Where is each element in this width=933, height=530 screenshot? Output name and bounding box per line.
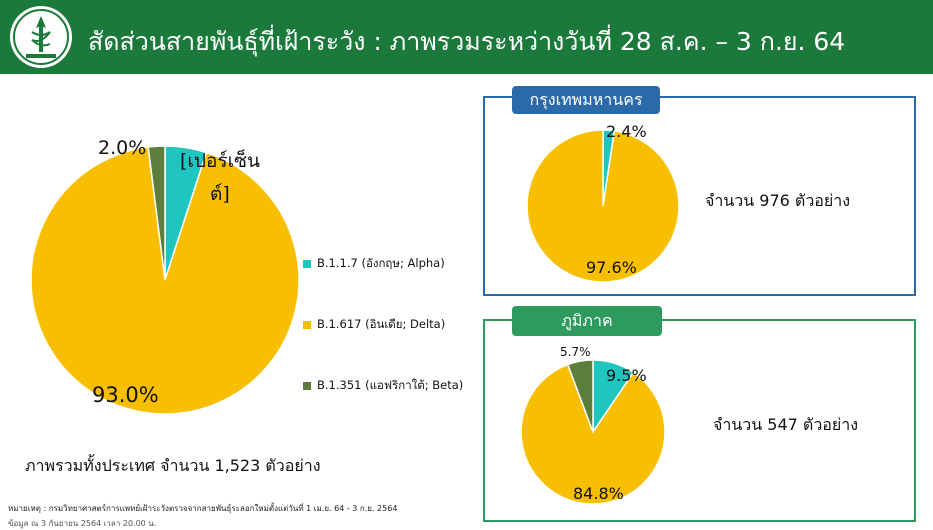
- main-pie-label-delta: 93.0%: [92, 383, 159, 407]
- regional-pie-label-beta: 5.7%: [560, 345, 591, 359]
- national-pie-slice-1: [30, 146, 300, 415]
- legend-label-beta: B.1.351 (แอฟริกาใต้; Beta): [317, 378, 464, 392]
- legend-swatch-beta: [303, 381, 311, 390]
- regional-pie-label-alpha: 9.5%: [606, 366, 647, 385]
- regional-panel: [483, 319, 916, 522]
- main-unit-label-line1: [เปอร์เซ็น: [180, 150, 260, 172]
- legend-swatch-alpha: [303, 259, 311, 268]
- department-logo: [10, 6, 72, 68]
- national-pie-slice-2: [147, 145, 166, 281]
- regional-count-label: จำนวน 547 ตัวอย่าง: [713, 415, 859, 434]
- national-pie-chart: [30, 145, 300, 415]
- legend-item-beta: B.1.351 (แอฟริกาใต้; Beta): [303, 377, 463, 395]
- footnote-line1: หมายเหตุ : กรมวิทยาศาสตร์การแพทย์เฝ้าระว…: [8, 504, 398, 513]
- legend-item-delta: B.1.617 (อินเดีย; Delta): [303, 316, 445, 334]
- bangkok-pie-label-delta: 97.6%: [586, 258, 637, 277]
- regional-pie-label-delta: 84.8%: [573, 484, 624, 503]
- bangkok-pie-label-alpha: 2.4%: [606, 122, 647, 141]
- footnote-line2: ข้อมูล ณ 3 กันยายน 2564 เวลา 20.00 น.: [8, 519, 157, 528]
- bangkok-count-label: จำนวน 976 ตัวอย่าง: [705, 191, 851, 210]
- legend-label-alpha: B.1.1.7 (อังกฤษ; Alpha): [317, 256, 445, 270]
- main-pie-label-beta: 2.0%: [98, 137, 147, 159]
- page-title: สัดส่วนสายพันธุ์ที่เฝ้าระวัง : ภาพรวมระห…: [88, 27, 846, 56]
- header-bar: สัดส่วนสายพันธุ์ที่เฝ้าระวัง : ภาพรวมระห…: [0, 0, 933, 74]
- legend-swatch-delta: [303, 320, 311, 329]
- regional-tab: ภูมิภาค: [512, 306, 662, 336]
- legend-item-alpha: B.1.1.7 (อังกฤษ; Alpha): [303, 255, 445, 273]
- bangkok-tab: กรุงเทพมหานคร: [512, 86, 660, 114]
- bangkok-panel: [483, 96, 916, 296]
- legend-label-delta: B.1.617 (อินเดีย; Delta): [317, 317, 446, 331]
- national-total-label: ภาพรวมทั้งประเทศ จำนวน 1,523 ตัวอย่าง: [25, 456, 321, 475]
- main-unit-label-line2: ต์]: [210, 183, 230, 205]
